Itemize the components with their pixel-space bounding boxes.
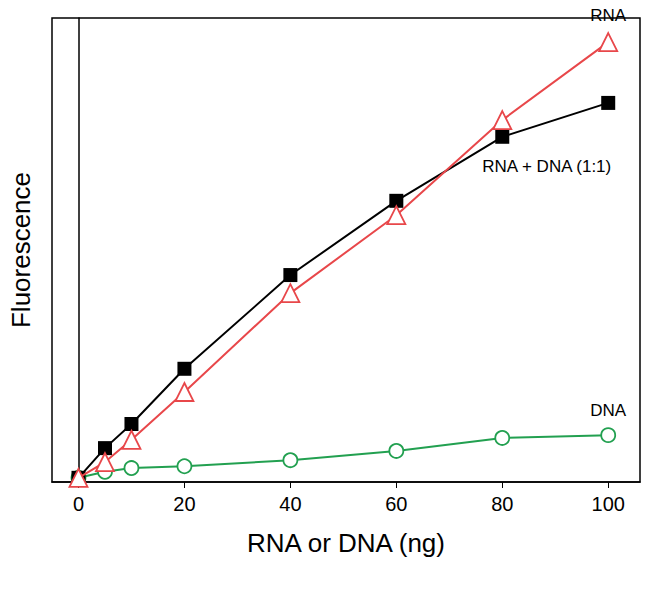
svg-text:DNA: DNA bbox=[590, 401, 627, 420]
svg-text:100: 100 bbox=[592, 493, 625, 515]
svg-text:RNA or DNA (ng): RNA or DNA (ng) bbox=[247, 528, 445, 558]
svg-text:RNA + DNA (1:1): RNA + DNA (1:1) bbox=[482, 157, 611, 176]
svg-text:20: 20 bbox=[173, 493, 195, 515]
svg-text:80: 80 bbox=[491, 493, 513, 515]
svg-text:RNA: RNA bbox=[590, 6, 627, 25]
svg-text:40: 40 bbox=[279, 493, 301, 515]
svg-text:0: 0 bbox=[73, 493, 84, 515]
svg-text:Fluorescence: Fluorescence bbox=[6, 172, 36, 328]
svg-text:60: 60 bbox=[385, 493, 407, 515]
